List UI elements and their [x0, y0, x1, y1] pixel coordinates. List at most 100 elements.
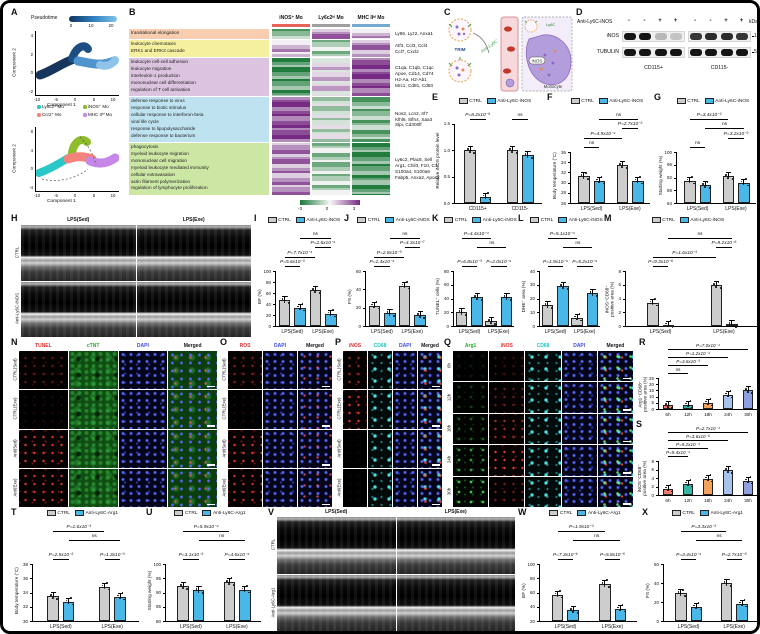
intensity-overlay	[489, 413, 525, 445]
data-dot	[546, 306, 549, 308]
data-dot	[749, 476, 752, 478]
error-bar	[667, 320, 669, 326]
y-tick-mark	[536, 578, 539, 580]
y-tick-label: 1.0	[443, 147, 450, 153]
x-axis	[35, 95, 119, 96]
legend-label: iNOS⁺ Mo	[88, 103, 109, 109]
y-tick-mark	[567, 152, 570, 153]
gene-line: Nos2, Lcn2, Irf7	[395, 110, 429, 116]
row-label: CTRL	[14, 246, 20, 258]
sig-label: ns	[91, 534, 97, 539]
y-tick-mark	[272, 271, 275, 272]
protein-band	[654, 33, 667, 40]
micrograph-cell	[168, 390, 217, 429]
legend-label: Anti-Ly6C-iNOS	[690, 217, 725, 223]
y-tick-label: 32	[560, 169, 566, 175]
sig-label: P=5.2x10⁻⁴	[572, 260, 598, 265]
y-tick-mark	[162, 606, 165, 608]
sig-label: P=5.8x10⁻⁵	[600, 553, 625, 558]
micrograph-cell	[597, 351, 633, 382]
error-bar-cap	[745, 386, 751, 388]
panel-letter-q: Q	[444, 337, 452, 347]
data-dot	[508, 292, 510, 295]
y-tick-label: 6	[651, 467, 654, 472]
y-tick-mark	[536, 326, 539, 327]
error-bar	[667, 401, 669, 407]
error-bar-cap	[665, 320, 671, 322]
error-bar-cap	[596, 176, 602, 178]
panel-letter-x: X	[642, 507, 649, 517]
y-tick-mark	[451, 150, 454, 151]
data-dot	[751, 482, 753, 485]
error-bar	[228, 577, 230, 583]
sig-line	[668, 440, 728, 441]
error-bar-cap	[509, 146, 515, 147]
data-dot	[403, 286, 406, 289]
data-dot	[731, 178, 734, 180]
data-dot	[180, 584, 182, 586]
intensity-overlay	[453, 351, 489, 382]
y-tick-mark	[655, 390, 658, 392]
chart-legend: CTRL Anti-Ly6C-iNOS	[561, 97, 653, 105]
y-tick-label: 30	[560, 180, 566, 186]
gene-line: Atf3, Ccl3, Ccl4	[395, 42, 428, 48]
x-category-label: LPS(Exe)	[574, 329, 596, 335]
data-dot	[469, 151, 471, 153]
y-tick-label: 32	[22, 604, 28, 610]
micrograph-cell	[393, 429, 417, 468]
mw-dash	[751, 36, 754, 37]
x-category-label: LPS(Exe)	[401, 329, 423, 335]
x-category-label: LPS(Exe)	[312, 329, 334, 335]
panel-letter-i: I	[254, 213, 257, 223]
micrograph-cell	[396, 574, 515, 631]
y-axis-label: Component 2	[12, 48, 18, 77]
panel-s-chart: 0 2 4 6 8 iNOS⁺CD68⁺ positive area (%) P=2.7x1…	[637, 422, 757, 507]
bar	[684, 180, 696, 203]
chart-legend: CTRL Anti-Ly6C-iNOS	[667, 97, 757, 105]
legend-swatch	[202, 509, 212, 517]
go-term: leukocyte chemotaxis	[131, 41, 176, 46]
error-bar	[389, 309, 391, 315]
intensity-overlay	[19, 468, 68, 507]
y-tick: 4	[30, 147, 33, 153]
legend-swatch	[174, 509, 184, 517]
y-tick-mark	[536, 592, 539, 594]
sig-label: P=4.4x10⁻⁴	[463, 231, 489, 237]
micrograph-cell	[136, 225, 251, 281]
micrograph-cell	[168, 468, 217, 507]
y-axis	[570, 152, 571, 203]
y-tick-label: 40	[529, 604, 535, 610]
chart-legend: CTRL Anti-Ly6C-iNOS	[266, 216, 342, 224]
error-bar	[727, 466, 729, 472]
y-tick-mark	[29, 592, 32, 594]
error-bar	[583, 172, 585, 178]
data-dot	[687, 405, 689, 408]
error-bar-cap	[590, 289, 595, 290]
error-bar	[704, 181, 706, 187]
heatmap-cell-block	[272, 97, 310, 142]
data-dot	[619, 609, 621, 612]
scale-bar	[322, 503, 330, 505]
sig-label: P=1.9x10⁻³	[568, 524, 594, 530]
data-dot	[667, 489, 669, 492]
legend-item: CTRL	[549, 509, 572, 517]
data-dot	[739, 601, 741, 604]
error-bar-cap	[687, 176, 693, 178]
data-dot	[332, 309, 334, 311]
data-dot	[686, 178, 689, 181]
channel-header-lps(exe): LPS(Exe)	[182, 217, 205, 223]
x-category-label: LPS(Sed)	[458, 329, 481, 335]
sig-line	[689, 118, 729, 120]
sig-label: P=9.4x10⁻⁴	[666, 450, 690, 455]
go-term: mononuclear cell migration	[131, 157, 188, 163]
sig-label: ns	[517, 112, 523, 118]
sig-label: ns	[575, 241, 581, 246]
data-dot	[747, 184, 749, 187]
panel-i-chart: CTRL Anti-Ly6C-iNOS 0 20 40 60 80 100 EF (%) ns P=…	[254, 216, 342, 338]
heatmap-cell-block	[352, 40, 390, 57]
x-category-label: LPS(Sed)	[50, 624, 72, 630]
error-bar	[52, 592, 54, 598]
error-bar	[743, 178, 745, 184]
data-dot	[494, 323, 496, 325]
y-tick-mark	[567, 192, 570, 194]
